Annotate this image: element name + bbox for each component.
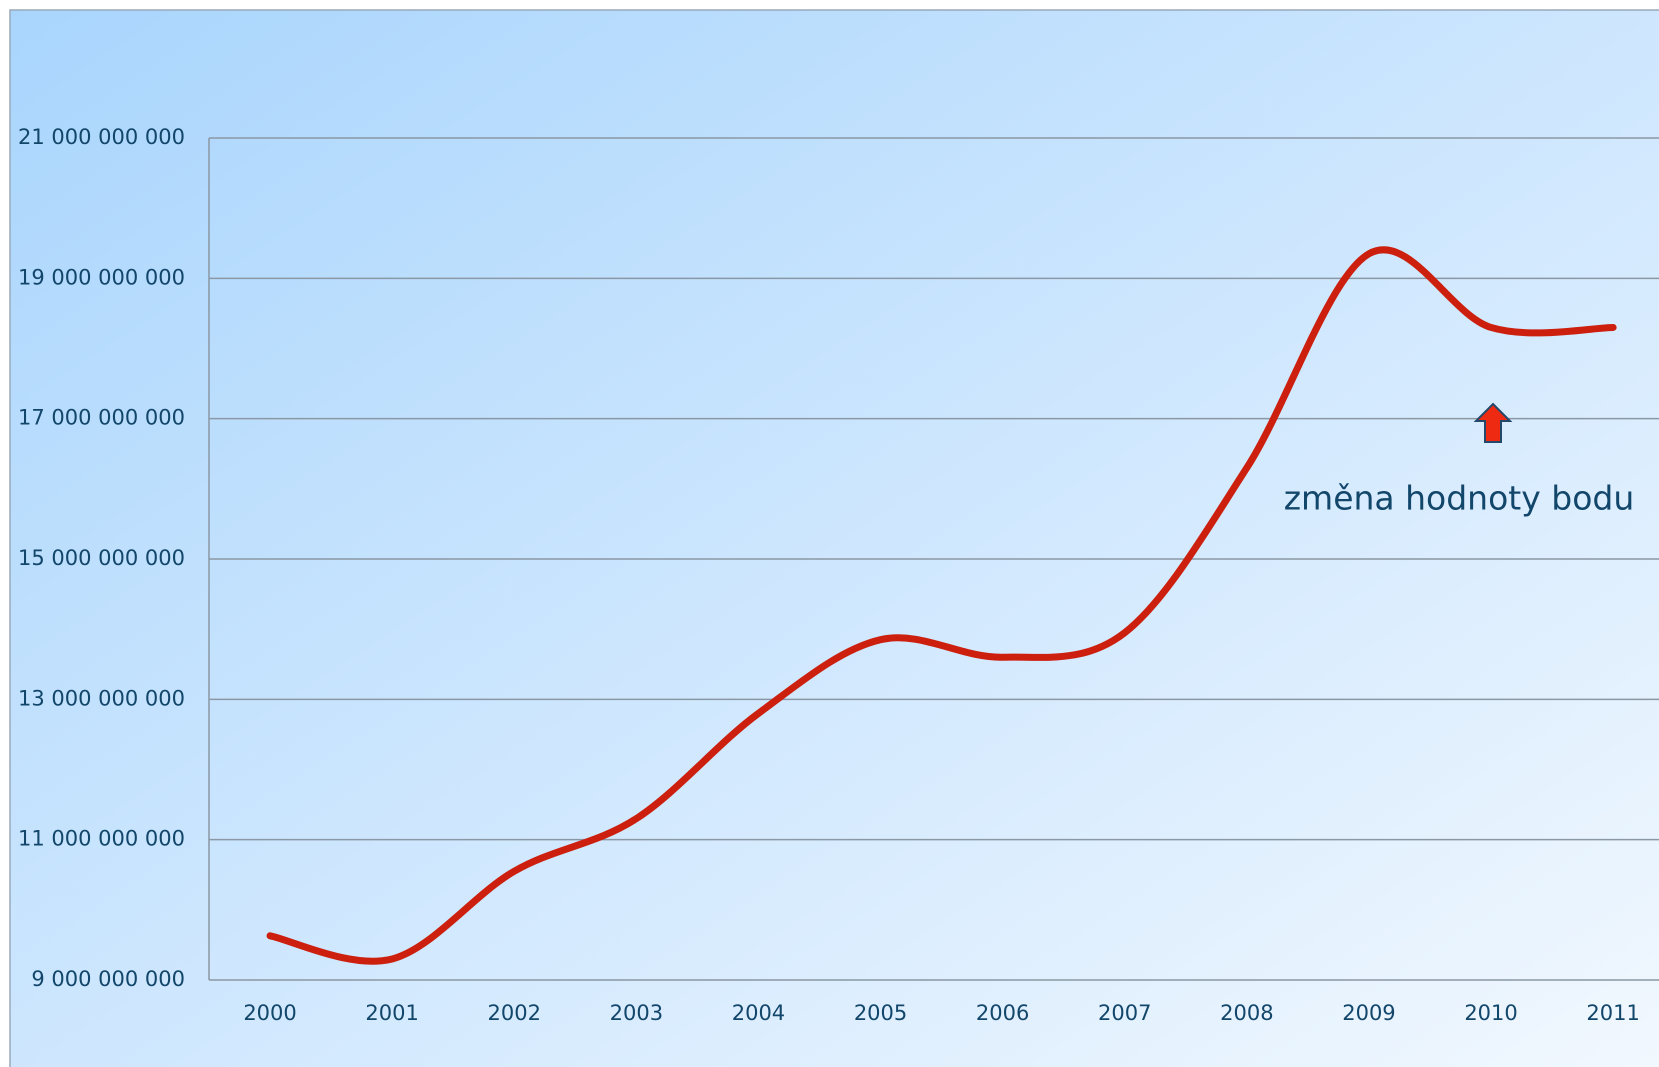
y-tick-label: 15 000 000 000	[18, 546, 185, 570]
background	[9, 9, 1659, 1067]
x-tick-label: 2008	[1220, 1001, 1273, 1025]
annotation-arrow	[1473, 402, 1513, 443]
x-tick-label: 2011	[1586, 1001, 1639, 1025]
x-tick-label: 2000	[243, 1001, 296, 1025]
x-tick-label: 2010	[1464, 1001, 1517, 1025]
x-tick-label: 2002	[488, 1001, 541, 1025]
y-tick-label: 21 000 000 000	[18, 125, 185, 149]
x-tick-label: 2004	[732, 1001, 785, 1025]
y-tick-label: 13 000 000 000	[18, 686, 185, 710]
x-tick-label: 2005	[854, 1001, 907, 1025]
x-tick-label: 2003	[610, 1001, 663, 1025]
x-tick-label: 2001	[365, 1001, 418, 1025]
annotation: změna hodnoty bodu	[1284, 479, 1635, 518]
y-tick-label: 9 000 000 000	[31, 967, 185, 991]
y-tick-label: 17 000 000 000	[18, 406, 185, 430]
y-tick-label: 11 000 000 000	[18, 827, 185, 851]
line-series	[266, 246, 1617, 965]
y-tick-label: 19 000 000 000	[18, 265, 185, 289]
x-tick-label: 2006	[976, 1001, 1029, 1025]
x-tick-label: 2009	[1342, 1001, 1395, 1025]
x-tick-label: 2007	[1098, 1001, 1151, 1025]
